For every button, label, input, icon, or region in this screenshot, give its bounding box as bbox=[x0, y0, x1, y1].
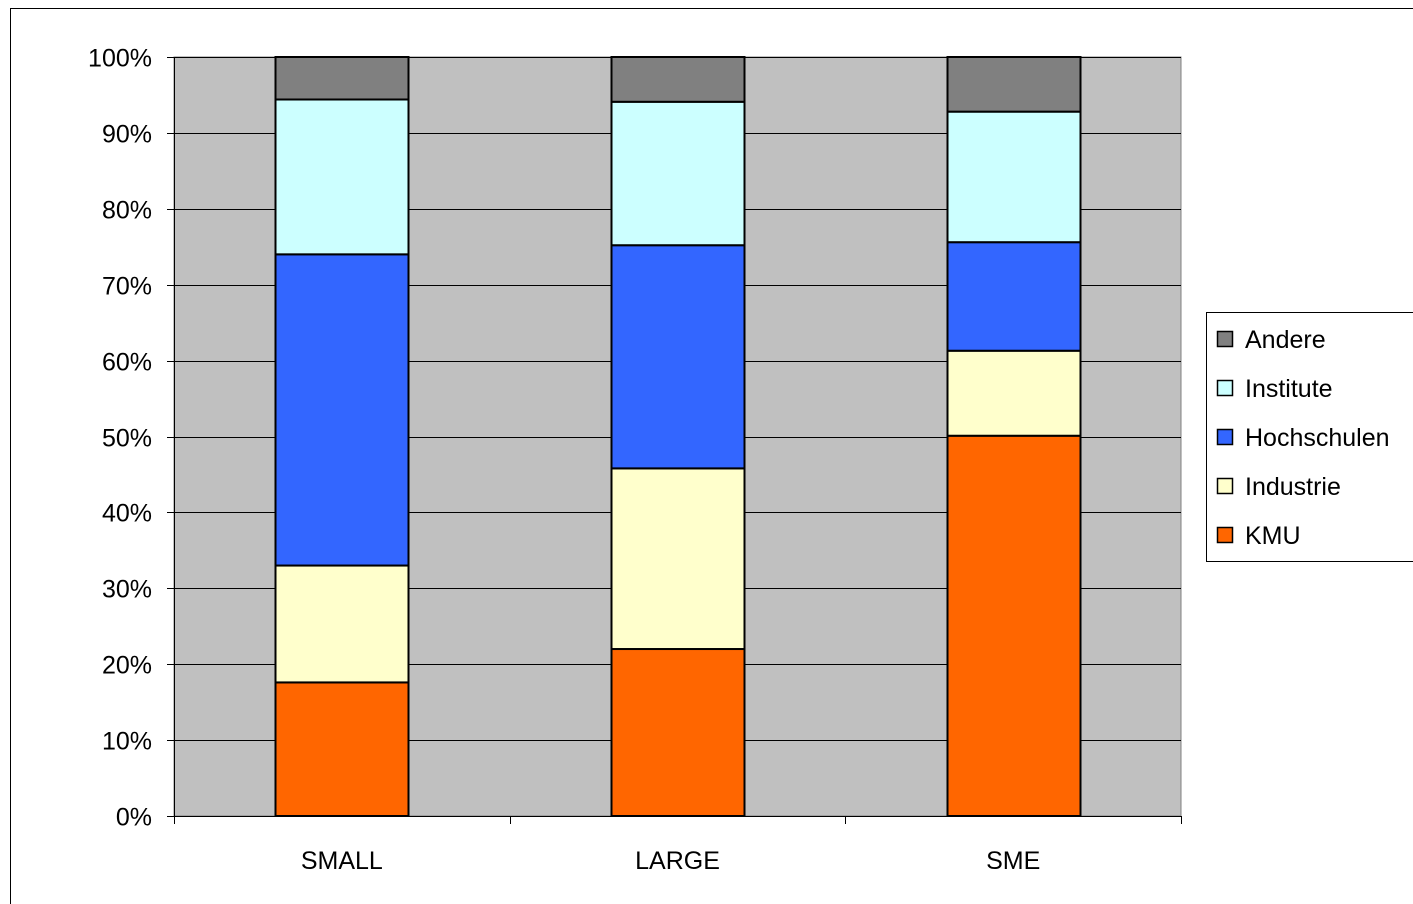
y-tick-label: 30% bbox=[102, 576, 152, 604]
bar-segment-kmu-large bbox=[610, 648, 746, 818]
axes: 0% 10% 20% 30% 40% 50% 60% 70% 80% 90% 100% SMALL LA… bbox=[88, 45, 1182, 875]
y-tick-label: 60% bbox=[102, 349, 152, 377]
legend-label-hochschulen: Hochschulen bbox=[1245, 424, 1390, 452]
bar-segment-industrie-small bbox=[274, 564, 410, 684]
bar-segment-kmu-small bbox=[274, 681, 410, 818]
legend: Andere Institute Hochschulen Industrie KMU bbox=[1206, 312, 1413, 562]
bar-segment-hochschulen-sme bbox=[946, 241, 1082, 352]
y-tick-label: 70% bbox=[102, 273, 152, 301]
legend-swatch-kmu bbox=[1216, 526, 1234, 544]
bar-segment-andere-small bbox=[274, 56, 410, 101]
legend-swatch-hochschulen bbox=[1216, 428, 1234, 446]
y-tick-label: 10% bbox=[102, 728, 152, 756]
bar-segment-andere-large bbox=[610, 56, 746, 103]
bar-segment-industrie-sme bbox=[946, 349, 1082, 437]
x-tick-label: LARGE bbox=[635, 847, 720, 875]
bar-segment-kmu-sme bbox=[946, 434, 1082, 817]
bar-segment-institute-sme bbox=[946, 110, 1082, 244]
legend-swatch-industrie bbox=[1216, 477, 1234, 495]
x-tick-label: SME bbox=[986, 847, 1040, 875]
legend-label-industrie: Industrie bbox=[1245, 473, 1341, 501]
bar-segment-industrie-large bbox=[610, 467, 746, 651]
bar-segment-institute-small bbox=[274, 98, 410, 256]
legend-swatch-institute bbox=[1216, 379, 1234, 397]
legend-label-andere: Andere bbox=[1245, 326, 1326, 354]
y-tick-label: 0% bbox=[116, 804, 152, 832]
bar-segment-hochschulen-large bbox=[610, 244, 746, 470]
y-tick-label: 20% bbox=[102, 652, 152, 680]
legend-box bbox=[1206, 312, 1413, 562]
y-tick-label: 50% bbox=[102, 425, 152, 453]
bar-segment-institute-large bbox=[610, 100, 746, 247]
bar-segment-andere-sme bbox=[946, 56, 1082, 113]
x-tick-label: SMALL bbox=[301, 847, 383, 875]
bar-segment-hochschulen-small bbox=[274, 253, 410, 567]
bars bbox=[274, 56, 1082, 818]
y-tick-label: 80% bbox=[102, 197, 152, 225]
y-tick-label: 90% bbox=[102, 121, 152, 149]
y-tick-label: 100% bbox=[88, 45, 152, 73]
y-tick-label: 40% bbox=[102, 500, 152, 528]
legend-label-institute: Institute bbox=[1245, 375, 1333, 403]
legend-swatch-andere bbox=[1216, 330, 1234, 348]
legend-label-kmu: KMU bbox=[1245, 522, 1301, 550]
